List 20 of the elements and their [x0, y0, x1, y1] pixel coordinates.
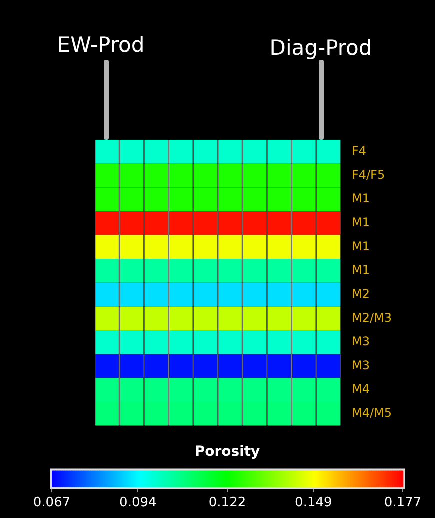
y-tick-label: M1 [352, 215, 370, 230]
y-tick-label: M3 [352, 334, 370, 349]
y-tick-label: M2 [352, 286, 370, 301]
color-bar-label: 0.149 [295, 496, 332, 511]
y-tick-label: M1 [352, 192, 370, 206]
color-bar-label: 0.177 [384, 496, 422, 511]
color-bar-label: 0.067 [33, 496, 71, 511]
text: Diag-Prod [270, 36, 372, 60]
y-tick-label: M4 [352, 382, 370, 396]
y-tick-label: F4 [352, 144, 367, 158]
y-tick-label: M1 [352, 263, 370, 278]
y-tick-label: F4/F5 [352, 168, 386, 182]
color-bar-label: 0.094 [120, 496, 157, 511]
y-tick-label: M4/M5 [352, 406, 392, 420]
color-bar-label: 0.122 [208, 496, 246, 511]
y-tick-label: M1 [352, 239, 370, 254]
color-bar-title: Porosity [194, 444, 260, 460]
y-tick-label: M2/M3 [352, 310, 392, 325]
text: EW-Prod [57, 33, 145, 57]
y-tick-label: M3 [352, 358, 370, 372]
